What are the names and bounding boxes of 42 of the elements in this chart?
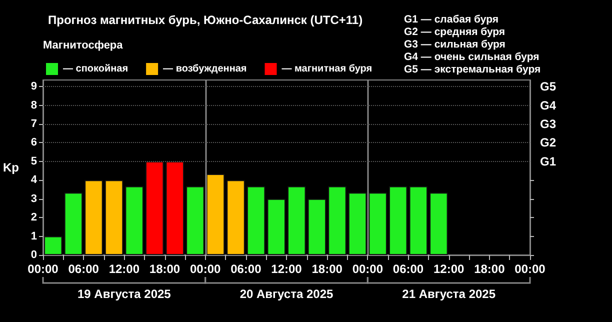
x-tick-label: 00:00 — [514, 262, 546, 276]
y-tick-label: 6 — [30, 136, 37, 149]
y-tick-label: 9 — [30, 80, 37, 93]
x-tick-label: 06:00 — [68, 262, 100, 276]
y-tick-label: 3 — [30, 192, 37, 205]
y-tick-label: 4 — [30, 174, 38, 186]
text: G5 — экстремальная буря — [404, 64, 541, 76]
x-tick-label: 00:00 — [28, 262, 59, 276]
x-tick-label: 18:00 — [149, 262, 180, 276]
y-axis-title: Kp — [3, 160, 19, 174]
y-tick-label: 8 — [30, 99, 37, 112]
text: G2 — средняя буря — [404, 26, 506, 38]
y-tick-label: 5 — [30, 155, 37, 168]
x-tick-label: 18:00 — [312, 262, 343, 276]
x-tick-label: 06:00 — [230, 262, 262, 276]
x-tick-label: 12:00 — [433, 262, 464, 276]
text: 20 Августа 2025 — [240, 287, 334, 301]
ref-line-label: G4 — [540, 98, 556, 112]
chart-title: Прогноз магнитных бурь, Южно-Сахалинск (UTC+11) — [48, 13, 363, 27]
x-tick-label: 12:00 — [271, 262, 302, 276]
y-tick-label: 2 — [30, 212, 37, 224]
x-tick-label: 00:00 — [352, 262, 384, 276]
y-tick-label: 1 — [30, 230, 37, 242]
text: 19 Августа 2025 — [77, 287, 172, 301]
y-tick-label: 0 — [30, 249, 37, 261]
text: G1 — слабая буря — [404, 14, 499, 26]
ref-line-label: G1 — [540, 154, 556, 168]
x-tick-label: 00:00 — [190, 262, 221, 276]
ref-line-label: G3 — [540, 116, 556, 131]
x-tick-label: 06:00 — [392, 262, 424, 276]
x-tick-label: 12:00 — [108, 262, 140, 276]
legend-label: — возбужденная — [163, 64, 247, 74]
ref-line-label: G2 — [540, 136, 556, 150]
text: G3 — сильная буря — [404, 38, 506, 50]
legend-label: — магнитная буря — [282, 64, 372, 74]
legend-title: Магнитосфера — [43, 40, 124, 52]
text: 21 Августа 2025 — [402, 287, 496, 301]
legend-label: — спокойная — [63, 64, 128, 74]
ref-line-label: G5 — [540, 80, 556, 94]
text: G4 — очень сильная буря — [404, 51, 540, 63]
y-tick-label: 7 — [30, 118, 37, 130]
x-tick-label: 18:00 — [474, 262, 506, 276]
